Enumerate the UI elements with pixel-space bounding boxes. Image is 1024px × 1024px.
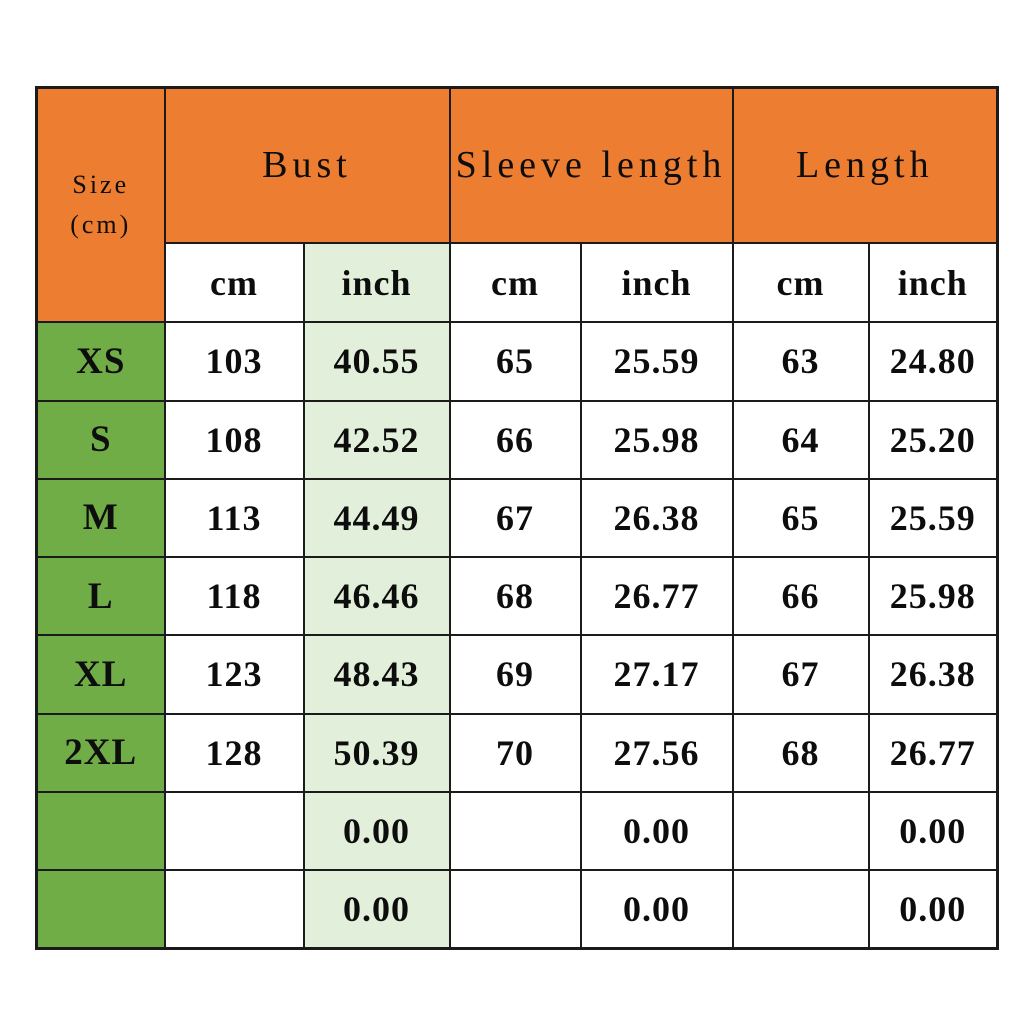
measurement-cell: 113	[163, 477, 305, 559]
measurement-cell: 0.00	[579, 869, 734, 950]
measurement-cell: 44.49	[302, 477, 451, 559]
measurement-cell: 69	[448, 634, 582, 715]
measurement-cell: 118	[163, 556, 305, 637]
table-row-empty-1: 0.00 0.00 0.00	[35, 790, 999, 872]
measurement-cell: 26.77	[867, 712, 999, 793]
measurement-cell	[731, 790, 870, 872]
measurement-cell: 123	[163, 634, 305, 715]
size-row-label	[35, 790, 166, 872]
measurement-cell: 70	[448, 712, 582, 793]
measurement-cell: 0.00	[867, 790, 999, 872]
size-row-label: XS	[35, 321, 166, 402]
table-row-m: M 113 44.49 67 26.38 65 25.59	[35, 477, 999, 559]
size-row-label: S	[35, 399, 166, 480]
size-row-label: L	[35, 556, 166, 637]
table-row-empty-2: 0.00 0.00 0.00	[35, 869, 999, 950]
measurement-cell: 63	[731, 321, 870, 402]
measurement-cell: 26.38	[867, 634, 999, 715]
table-row-s: S 108 42.52 66 25.98 64 25.20	[35, 399, 999, 480]
unit-header-length-inch: inch	[867, 242, 999, 324]
table-row-2xl: 2XL 128 50.39 70 27.56 68 26.77	[35, 712, 999, 793]
measurement-cell: 108	[163, 399, 305, 480]
measurement-cell: 68	[731, 712, 870, 793]
group-header-length: Length	[731, 86, 999, 245]
measurement-cell: 40.55	[302, 321, 451, 402]
measurement-cell: 42.52	[302, 399, 451, 480]
size-chart-table: Size (cm) Bust Sleeve length Length cm i…	[35, 86, 1000, 950]
unit-header-bust-inch: inch	[302, 242, 451, 324]
unit-header-bust-cm: cm	[163, 242, 305, 324]
measurement-cell: 46.46	[302, 556, 451, 637]
measurement-cell: 48.43	[302, 634, 451, 715]
group-header-sleeve-length: Sleeve length	[448, 86, 734, 245]
size-row-label	[35, 869, 166, 950]
measurement-cell	[448, 869, 582, 950]
measurement-cell: 0.00	[579, 790, 734, 872]
unit-header-row: cm inch cm inch cm inch	[37, 242, 999, 324]
measurement-cell: 50.39	[302, 712, 451, 793]
measurement-cell: 68	[448, 556, 582, 637]
size-row-label: XL	[35, 634, 166, 715]
unit-header-length-cm: cm	[731, 242, 870, 324]
measurement-cell: 25.59	[579, 321, 734, 402]
measurement-cell: 26.38	[579, 477, 734, 559]
measurement-cell: 64	[731, 399, 870, 480]
group-header-row: Size (cm) Bust Sleeve length Length	[35, 86, 999, 324]
measurement-cell: 25.98	[579, 399, 734, 480]
measurement-cell: 67	[731, 634, 870, 715]
measurement-cell: 24.80	[867, 321, 999, 402]
measurement-cell: 103	[163, 321, 305, 402]
measurement-cell: 65	[731, 477, 870, 559]
measurement-cell: 0.00	[302, 869, 451, 950]
size-row-label: M	[35, 477, 166, 559]
measurement-cell: 27.17	[579, 634, 734, 715]
measurement-cell: 67	[448, 477, 582, 559]
corner-header-line1: Size	[72, 169, 130, 199]
measurement-cell: 65	[448, 321, 582, 402]
measurement-cell: 66	[448, 399, 582, 480]
measurement-cell: 128	[163, 712, 305, 793]
measurement-cell	[448, 790, 582, 872]
measurement-cell: 27.56	[579, 712, 734, 793]
measurement-cell: 25.98	[867, 556, 999, 637]
corner-header-cell: Size (cm)	[35, 86, 166, 324]
table-row-l: L 118 46.46 68 26.77 66 25.98	[35, 556, 999, 637]
size-row-label: 2XL	[35, 712, 166, 793]
measurement-cell: 25.20	[867, 399, 999, 480]
measurement-cell: 0.00	[302, 790, 451, 872]
table-row-xs: XS 103 40.55 65 25.59 63 24.80	[35, 321, 999, 402]
measurement-cell	[163, 869, 305, 950]
measurement-cell: 25.59	[867, 477, 999, 559]
unit-header-sleeve-cm: cm	[448, 242, 582, 324]
corner-header-line2: (cm)	[70, 210, 132, 240]
measurement-cell: 66	[731, 556, 870, 637]
measurement-cell	[163, 790, 305, 872]
measurement-cell: 26.77	[579, 556, 734, 637]
measurement-cell: 0.00	[867, 869, 999, 950]
measurement-cell	[731, 869, 870, 950]
group-header-bust: Bust	[163, 86, 451, 245]
unit-header-sleeve-inch: inch	[579, 242, 734, 324]
table-row-xl: XL 123 48.43 69 27.17 67 26.38	[35, 634, 999, 715]
